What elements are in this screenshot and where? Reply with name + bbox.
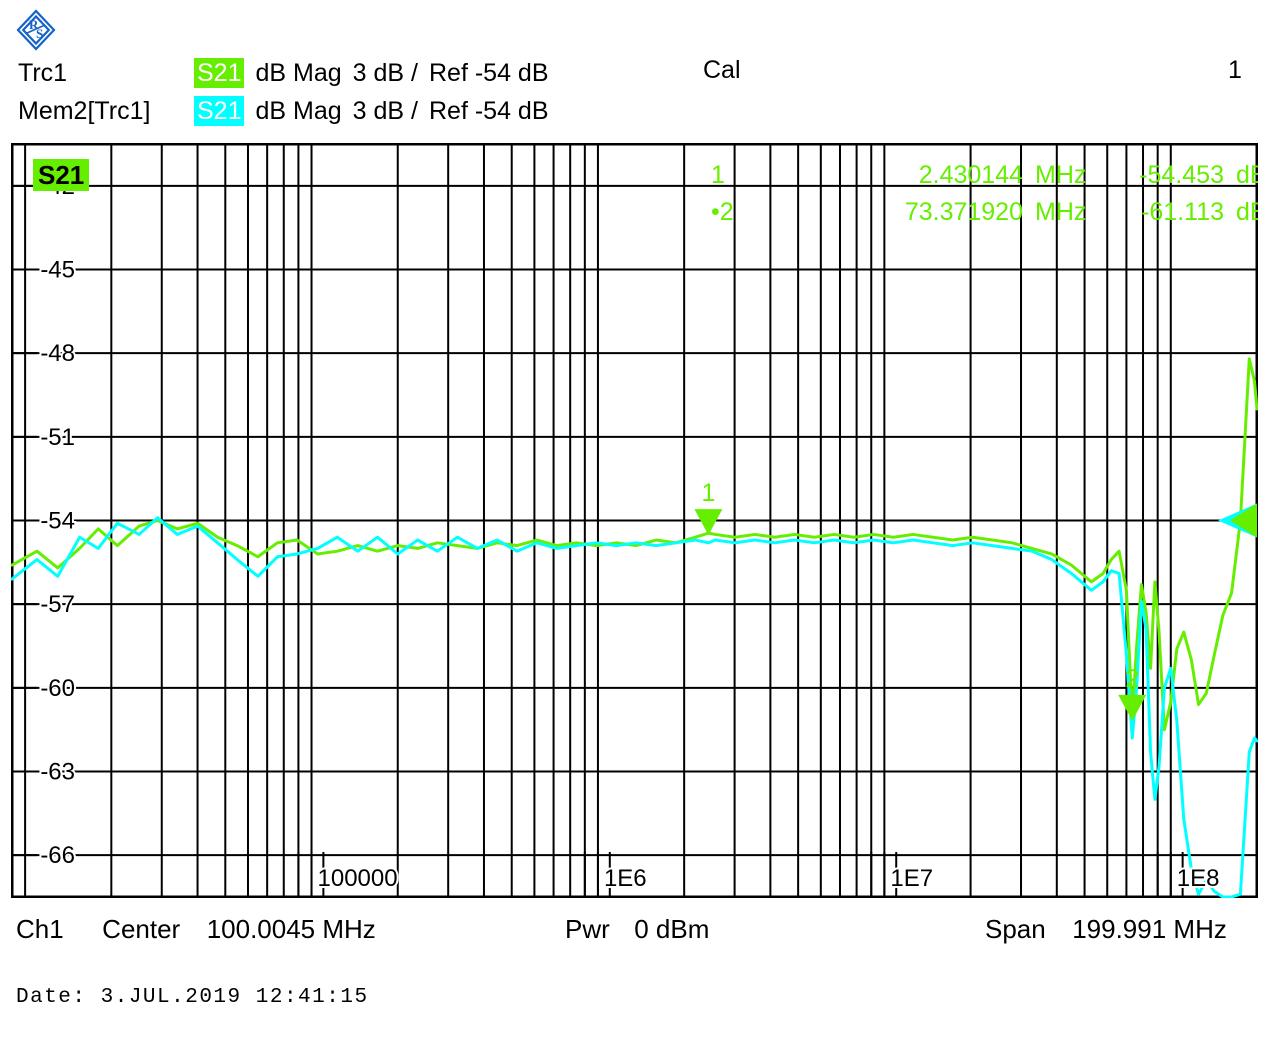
trace-scale: 3 dB /	[352, 59, 418, 87]
footer-channel-center: Ch1 Center 100.0045 MHz	[16, 914, 376, 945]
marker-readout[interactable]: 1 2.430144 MHz -54.453 dB •2 73.371920 MHz -61.1…	[711, 161, 1258, 226]
y-tick-label-halo: -60	[40, 675, 75, 702]
cal-status: Cal	[703, 56, 741, 84]
trace-scale: 3 dB /	[352, 97, 418, 125]
footer-span-label: Span	[985, 914, 1046, 944]
plot-corner-label[interactable]: S21	[33, 159, 90, 191]
y-tick-label: -60	[40, 675, 75, 702]
marker-readout-level: -61.113	[1141, 198, 1224, 226]
marker-readout-frequency: 73.371920	[905, 198, 1023, 226]
x-tick-label: 100000	[318, 865, 398, 892]
svg-text:R: R	[29, 17, 39, 32]
footer-center-label: Center	[102, 914, 181, 944]
y-tick-label: -54	[40, 508, 75, 535]
trace-name: Trc1	[18, 59, 68, 87]
y-tick-label-halo: -51	[40, 424, 75, 451]
x-tick-label: 1E8	[1177, 865, 1220, 892]
trace-ref: Ref -54 dB	[428, 59, 549, 87]
marker-readout-frequency-unit: MHz	[1035, 161, 1086, 189]
trace-format: dB Mag	[255, 59, 342, 87]
y-tick-label-halo: -63	[40, 759, 75, 786]
marker-triangle-1[interactable]	[694, 509, 723, 536]
y-tick-label: -48	[40, 340, 75, 367]
footer-center-value[interactable]: 100.0045 MHz	[206, 914, 376, 944]
trace-2	[11, 516, 1258, 898]
y-tick-label-halo: -48	[40, 340, 75, 367]
y-tick-label: -66	[40, 842, 75, 869]
x-tick-label-halo: 1E7	[890, 865, 933, 892]
footer-channel: Ch1	[16, 914, 64, 944]
trace-ref: Ref -54 dB	[428, 97, 549, 125]
x-tick-label-halo: 100000	[318, 865, 398, 892]
y-tick-label: -57	[40, 591, 75, 618]
s21-magnitude-chart[interactable]: -42-42-45-45-48-48-51-51-54-54-57-57-60-…	[11, 143, 1258, 898]
trace-row-1[interactable]: Trc1 S21 dB Mag 3 dB / Ref -54 dB	[18, 58, 549, 88]
marker-readout-level-unit: dB	[1236, 161, 1258, 189]
x-tick-label-halo: 1E8	[1177, 865, 1220, 892]
marker-triangle-2[interactable]	[1118, 694, 1147, 721]
trace-name: Mem2[Trc1]	[18, 97, 151, 125]
y-tick-label: -45	[40, 257, 75, 284]
footer-power-value[interactable]: 0 dBm	[634, 914, 710, 944]
footer-power: Pwr 0 dBm	[565, 914, 709, 945]
footer-power-label: Pwr	[565, 914, 610, 944]
footer-span: Span 199.991 MHz	[985, 914, 1227, 945]
grid	[12, 144, 1258, 897]
y-tick-marks	[12, 184, 37, 857]
ref-marker-trc-icon[interactable]	[1230, 503, 1257, 538]
date-time-bar: Date: 3.JUL.2019 12:41:15	[16, 986, 369, 1009]
trace-row-2[interactable]: Mem2[Trc1] S21 dB Mag 3 dB / Ref -54 dB	[18, 96, 549, 126]
footer-span-value[interactable]: 199.991 MHz	[1072, 914, 1227, 944]
trace-param-badge[interactable]: S21	[194, 58, 245, 88]
marker-label-1: 1	[701, 479, 715, 507]
x-tick-label-halo: 1E6	[604, 865, 647, 892]
marker-readout-frequency-unit: MHz	[1035, 198, 1086, 226]
y-tick-label-halo: -54	[40, 508, 75, 535]
y-tick-label: -63	[40, 759, 75, 786]
marker-readout-id: •2	[711, 198, 734, 226]
marker-readout-level-unit: dB	[1236, 198, 1258, 226]
marker-label-2: 2	[1125, 665, 1139, 693]
x-tick-label: 1E6	[604, 865, 647, 892]
trace-format: dB Mag	[255, 97, 342, 125]
x-tick-label: 1E7	[890, 865, 933, 892]
svg-text:S: S	[36, 26, 43, 41]
channel-number: 1	[1228, 56, 1242, 84]
y-tick-label-halo: -57	[40, 591, 75, 618]
marker-readout-frequency: 2.430144	[919, 161, 1023, 189]
marker-readout-level: -54.453	[1139, 161, 1224, 189]
y-tick-label-halo: -45	[40, 257, 75, 284]
y-tick-label-halo: -66	[40, 842, 75, 869]
marker-readout-id: 1	[711, 161, 725, 189]
y-tick-label: -51	[40, 424, 75, 451]
y-axis-labels: -42-42-45-45-48-48-51-51-54-54-57-57-60-…	[38, 171, 77, 871]
decade-ticks	[297, 852, 1184, 897]
trace-param-badge[interactable]: S21	[194, 96, 245, 126]
